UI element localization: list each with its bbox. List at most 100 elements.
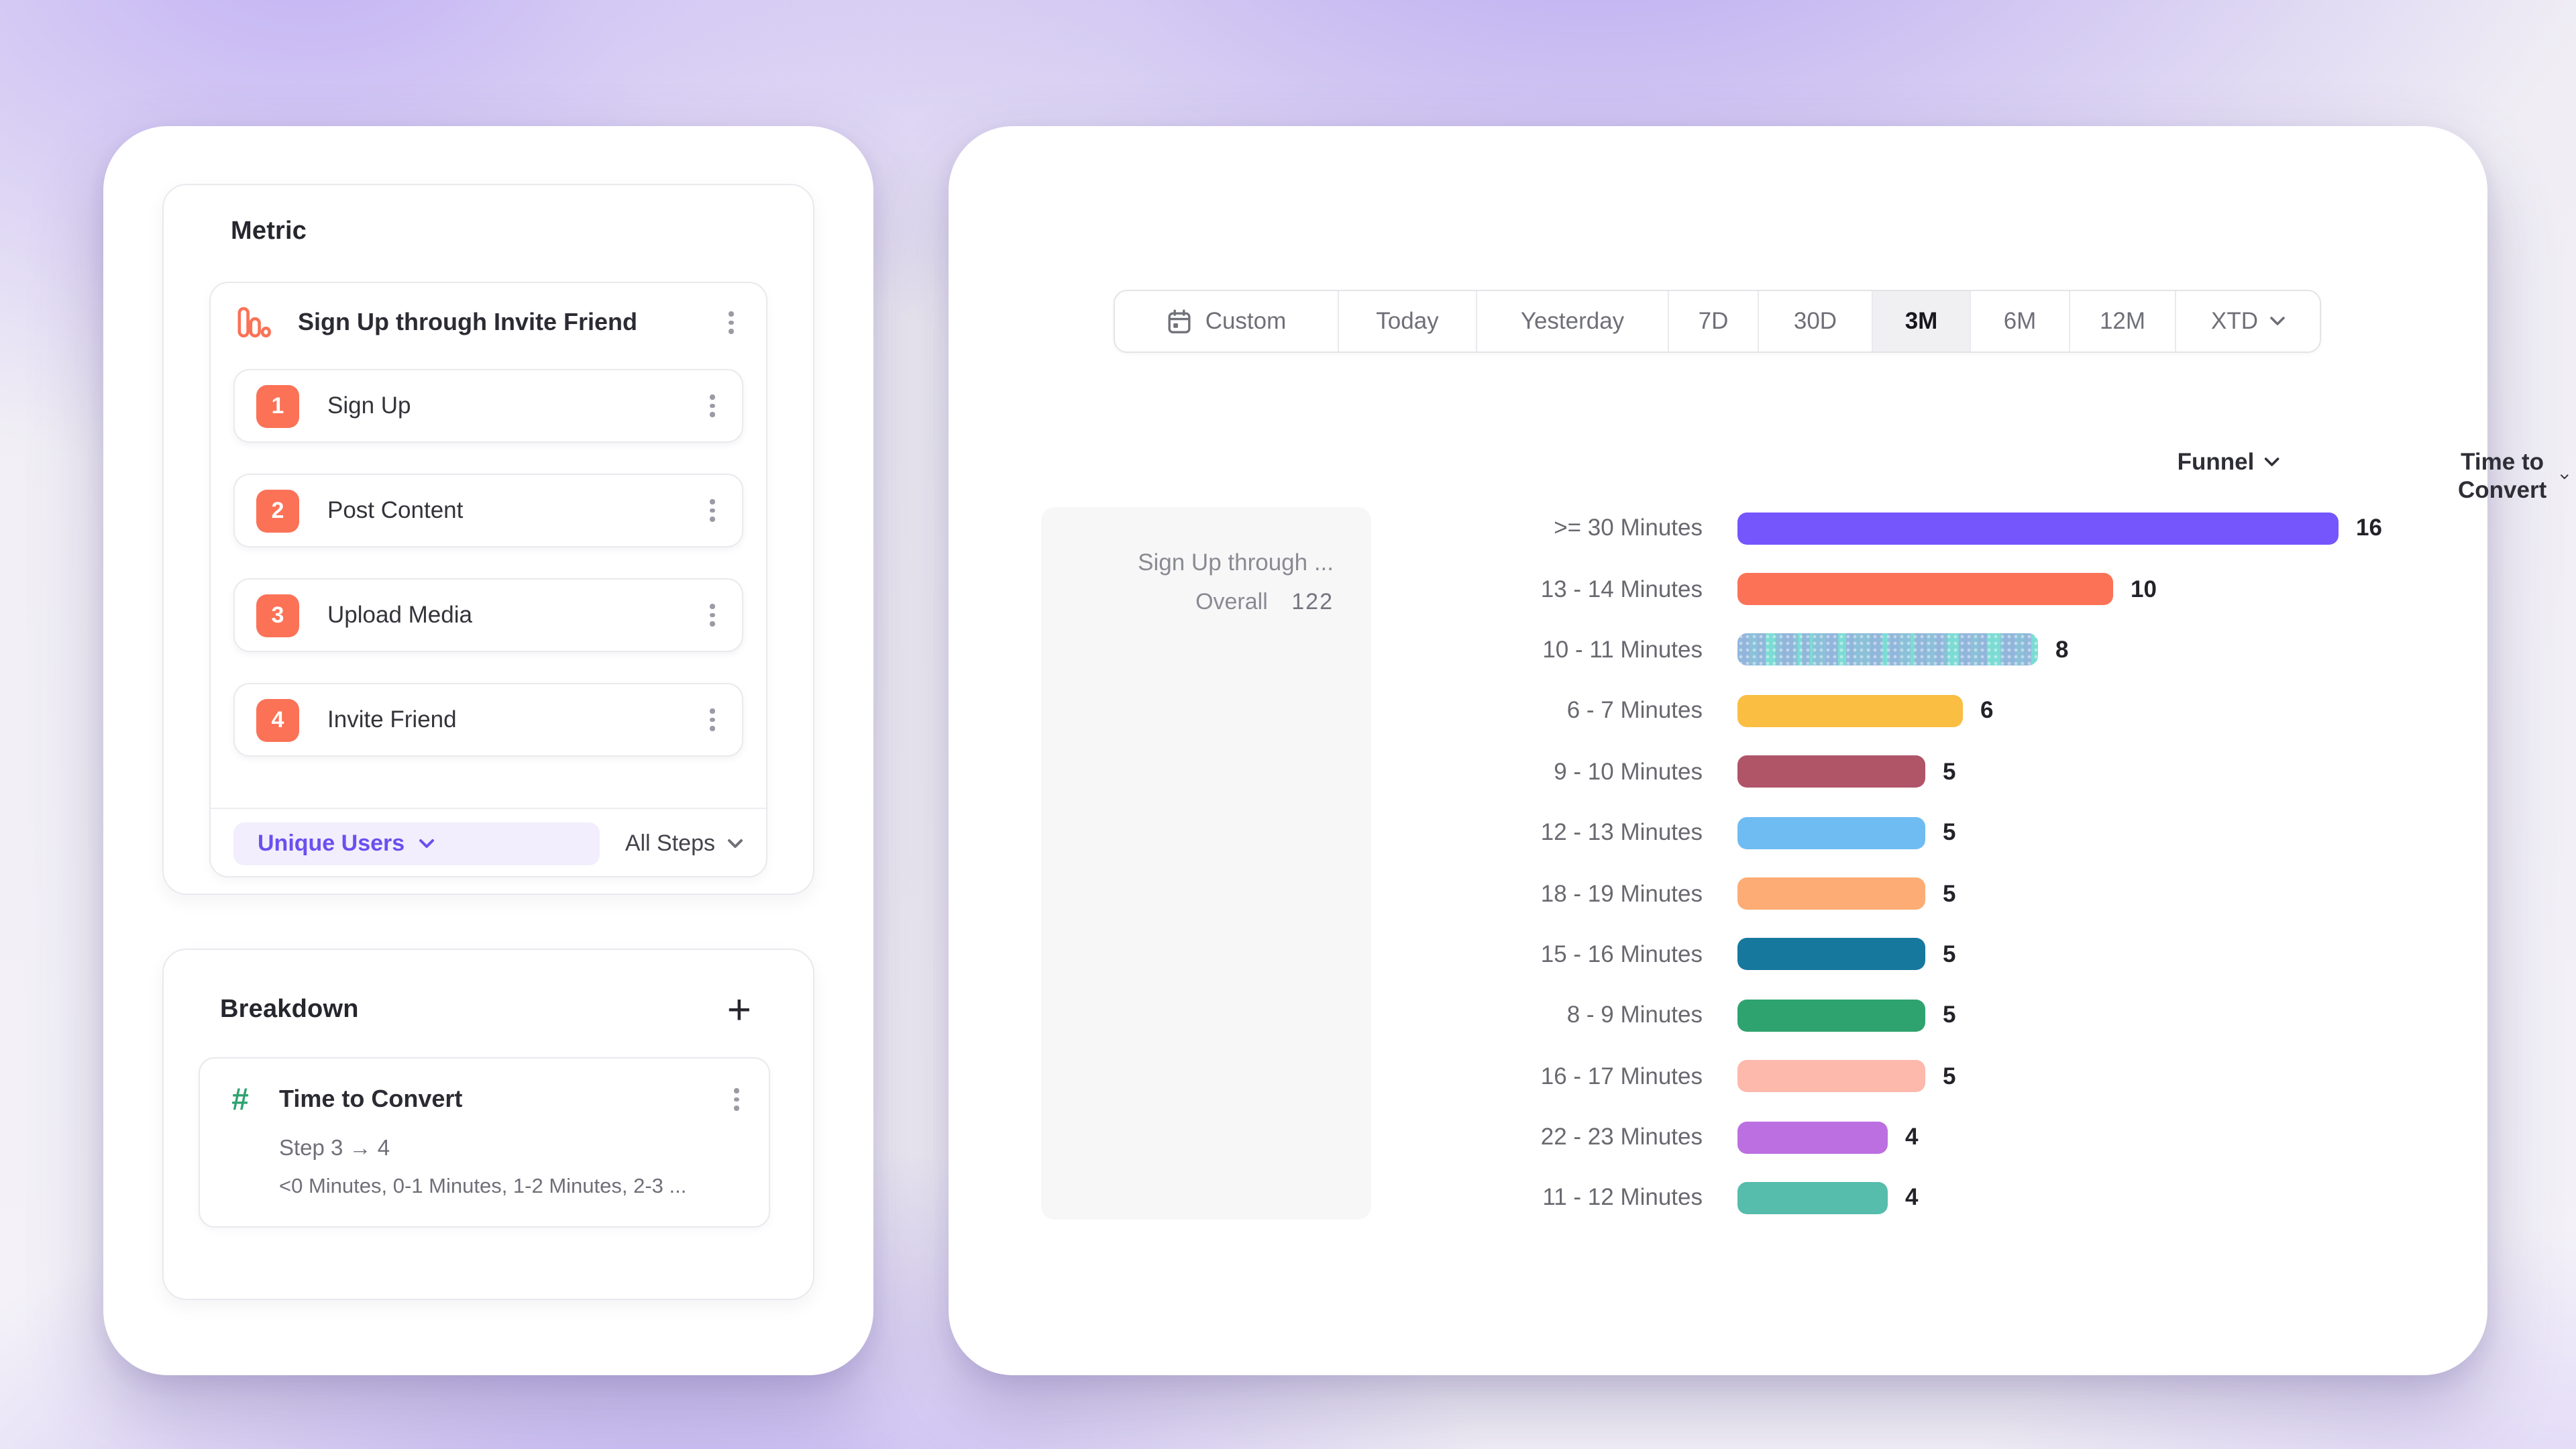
bar-value: 5 [1943, 940, 1956, 967]
chevron-down-icon [728, 839, 743, 848]
overall-value: 122 [1291, 589, 1334, 614]
kebab-menu-icon[interactable] [702, 703, 723, 737]
step-label: Sign Up [327, 392, 411, 419]
chevron-down-icon [2561, 474, 2569, 479]
bar-label: 15 - 16 Minutes [1540, 940, 1703, 967]
bar-label: 6 - 7 Minutes [1566, 696, 1703, 724]
kebab-menu-icon[interactable] [702, 598, 723, 632]
overall-label: Overall [1195, 589, 1268, 614]
bar[interactable] [1737, 1060, 1925, 1093]
steps-filter-label: All Steps [625, 830, 715, 856]
breakdown-section-title: Breakdown [220, 996, 359, 1024]
divider [211, 808, 766, 809]
funnel-metric-header[interactable]: Sign Up through Invite Friend [211, 283, 766, 341]
funnel-step-3[interactable]: 3 Upload Media [233, 578, 743, 652]
chart-row: 10 - 11 Minutes 8 [949, 620, 2487, 681]
bar[interactable] [1737, 573, 2113, 606]
time-range-option-xtd[interactable]: XTD [2176, 291, 2320, 352]
bar[interactable] [1737, 1181, 1888, 1214]
bar-value: 16 [2356, 514, 2382, 541]
time-range-option-6m[interactable]: 6M [1971, 291, 2070, 352]
bar-value: 5 [1943, 879, 1956, 907]
metric-section-title: Metric [231, 217, 307, 246]
bar[interactable] [1737, 877, 1925, 910]
time-range-option-yesterday[interactable]: Yesterday [1477, 291, 1669, 352]
funnel-row-cell[interactable]: Sign Up through ... Overall 122 [1041, 507, 1371, 1220]
kebab-menu-icon[interactable] [702, 389, 723, 423]
funnel-step-1[interactable]: 1 Sign Up [233, 369, 743, 443]
column-header-time-to-convert[interactable]: Time to Convert [2455, 448, 2569, 504]
bar[interactable] [1737, 755, 1925, 788]
bar-value: 8 [2055, 635, 2069, 663]
step-label: Invite Friend [327, 706, 457, 733]
chart-row: 18 - 19 Minutes 5 [949, 863, 2487, 924]
step-label: Post Content [327, 496, 464, 523]
add-breakdown-button[interactable]: + [727, 986, 751, 1033]
bar[interactable] [1737, 1121, 1888, 1154]
breakdown-property-name: Time to Convert [279, 1085, 463, 1112]
chart-row: 8 - 9 Minutes 5 [949, 985, 2487, 1046]
step-label: Upload Media [327, 601, 472, 628]
steps-filter-dropdown[interactable]: All Steps [625, 830, 743, 857]
chart-row: 9 - 10 Minutes 5 [949, 741, 2487, 802]
calendar-icon [1169, 309, 1191, 333]
funnel-row-name: Sign Up through ... [1138, 549, 1334, 576]
bar-label: 18 - 19 Minutes [1540, 879, 1703, 907]
chevron-down-icon [2265, 458, 2280, 466]
kebab-menu-icon[interactable] [727, 1083, 747, 1116]
bar[interactable] [1737, 938, 1925, 971]
funnel-metric-card: Sign Up through Invite Friend 1 Sign Up 2 P… [209, 282, 767, 877]
funnel-step-2[interactable]: 2 Post Content [233, 474, 743, 547]
bar[interactable] [1737, 999, 1925, 1032]
bar-value: 6 [1980, 696, 1994, 724]
bar-label: 8 - 9 Minutes [1566, 1001, 1703, 1028]
bar[interactable] [1737, 633, 2038, 666]
chart-row: 15 - 16 Minutes 5 [949, 924, 2487, 985]
bar-value: 5 [1943, 757, 1956, 785]
breakdown-item[interactable]: # Time to Convert Step 3 → 4 <0 Minutes,… [199, 1057, 770, 1228]
bar-label: 9 - 10 Minutes [1554, 757, 1703, 785]
chart-row: >= 30 Minutes 16 [949, 498, 2487, 559]
bar-value: 4 [1905, 1183, 1919, 1211]
breakdown-step-range: Step 3 → 4 [279, 1136, 390, 1161]
breakdown-section: Breakdown + # Time to Convert Step 3 → 4… [162, 949, 814, 1300]
time-range-option-30d[interactable]: 30D [1759, 291, 1873, 352]
bar-label: 10 - 11 Minutes [1542, 635, 1703, 663]
query-builder-panel: Metric Sign Up through Invite Friend [103, 126, 873, 1375]
chevron-down-icon [419, 839, 434, 848]
funnel-step-4[interactable]: 4 Invite Friend [233, 683, 743, 757]
chart-row: 16 - 17 Minutes 5 [949, 1046, 2487, 1107]
bar-chart: >= 30 Minutes 16 13 - 14 Minutes 10 10 - 11 … [949, 498, 2487, 1228]
bar-value: 5 [1943, 1001, 1956, 1028]
chart-row: 6 - 7 Minutes 6 [949, 680, 2487, 741]
bar-label: 22 - 23 Minutes [1540, 1123, 1703, 1150]
bar-value: 5 [1943, 1062, 1956, 1089]
time-range-option-custom[interactable]: Custom [1115, 291, 1339, 352]
time-range-option-12m[interactable]: 12M [2070, 291, 2176, 352]
chart-row: 11 - 12 Minutes 4 [949, 1168, 2487, 1229]
kebab-menu-icon[interactable] [702, 494, 723, 527]
funnel-steps-list: 1 Sign Up 2 Post Content 3 Upload Media 4 Invit… [211, 341, 766, 757]
bar-label: >= 30 Minutes [1554, 514, 1703, 541]
metric-section: Metric Sign Up through Invite Friend [162, 184, 814, 895]
step-number-badge: 2 [256, 489, 299, 532]
chevron-down-icon [2270, 317, 2285, 325]
time-range-option-7d[interactable]: 7D [1669, 291, 1759, 352]
time-range-option-3m[interactable]: 3M [1873, 291, 1971, 352]
bar-value: 4 [1905, 1123, 1919, 1150]
step-number-badge: 1 [256, 384, 299, 427]
bar-chart-icon [236, 305, 272, 341]
time-range-option-today[interactable]: Today [1339, 291, 1477, 352]
column-header-funnel[interactable]: Funnel [2178, 448, 2280, 476]
bar[interactable] [1737, 512, 2339, 545]
report-panel: Custom Today Yesterday 7D 30D 3M 6M 12M XTD Funn… [949, 126, 2569, 1375]
bar-label: 13 - 14 Minutes [1540, 575, 1703, 602]
bar[interactable] [1737, 694, 1963, 727]
bar-label: 16 - 17 Minutes [1540, 1062, 1703, 1089]
counting-method-label: Unique Users [258, 830, 405, 856]
kebab-menu-icon[interactable] [721, 306, 742, 339]
counting-method-dropdown[interactable]: Unique Users [233, 822, 600, 865]
time-range-selector: Custom Today Yesterday 7D 30D 3M 6M 12M XTD [1114, 290, 2321, 353]
bar[interactable] [1737, 816, 1925, 849]
